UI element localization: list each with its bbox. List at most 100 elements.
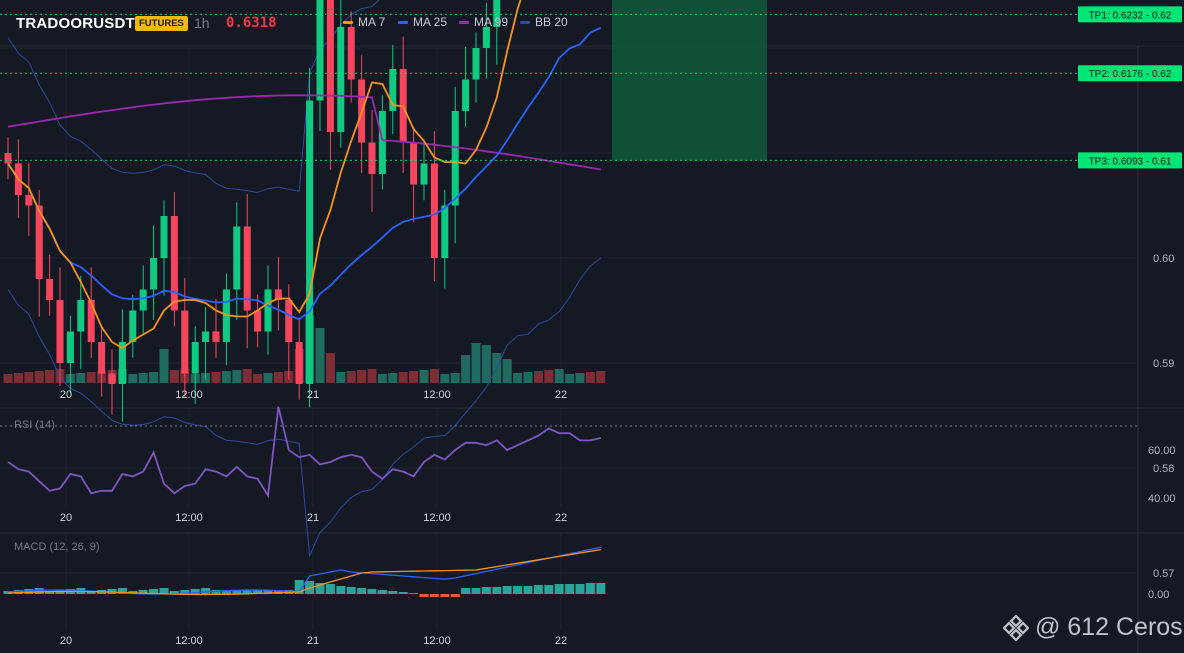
macd-histogram-bar (357, 588, 367, 594)
price-axis-label: 0.59 (1153, 358, 1174, 370)
candle-body (98, 342, 106, 374)
tp3-price-tag[interactable] (1078, 152, 1182, 169)
macd-histogram-bar (502, 586, 512, 594)
macd-histogram-bar (24, 589, 34, 594)
volume-bar (554, 369, 564, 383)
volume-bar (367, 369, 377, 383)
volume-bar (128, 374, 138, 383)
tp2-price-tag[interactable] (1078, 65, 1182, 82)
macd-histogram-bar (513, 586, 523, 594)
tp1-price-tag[interactable] (1078, 6, 1182, 23)
time-axis-label: 12:00 (423, 512, 451, 524)
ma25-color-swatch (398, 20, 408, 24)
macd-histogram-bar (450, 594, 460, 597)
candle-body (150, 258, 158, 290)
candle-body (87, 300, 95, 342)
candle-body (337, 27, 345, 132)
candle-body (420, 163, 428, 185)
volume-bar (273, 372, 283, 383)
volume-bar (596, 371, 606, 383)
candle-body (472, 48, 480, 80)
macd-histogram-bar (86, 591, 96, 594)
macd-histogram-bar (34, 588, 44, 594)
legend-ma7-label: MA 7 (358, 15, 386, 29)
volume-bar (24, 372, 34, 383)
candle-body (482, 27, 490, 48)
candle-body (170, 216, 178, 311)
time-axis-label: 21 (307, 512, 319, 524)
volume-bar (481, 345, 491, 383)
candle-body (285, 300, 293, 342)
volume-bar (409, 371, 419, 383)
macd-histogram-bar (533, 585, 543, 594)
macd-histogram-bar (336, 586, 346, 594)
candle-body (160, 216, 168, 258)
candle-body (316, 0, 324, 101)
candle-body (233, 226, 241, 290)
candle-body (441, 205, 449, 258)
volume-bar (419, 370, 429, 383)
macd-histogram-bar (315, 583, 325, 594)
candle-body (181, 310, 189, 374)
legend-ma25[interactable]: MA 25 (398, 15, 447, 29)
ma99-color-swatch (459, 20, 469, 24)
macd-histogram-bar (149, 589, 159, 594)
macd-histogram-bar (409, 593, 419, 594)
time-axis-label: 21 (307, 635, 319, 647)
candle-body (212, 331, 220, 342)
macd-histogram-bar (117, 588, 127, 594)
macd-histogram-bar (544, 585, 554, 594)
rsi-axis-label: 40.00 (1148, 493, 1176, 505)
legend-bb20[interactable]: BB 20 (520, 15, 568, 29)
time-axis-label: 22 (555, 635, 567, 647)
volume-bar (585, 372, 595, 383)
volume-bar (429, 369, 439, 383)
symbol-name[interactable]: TRADOORUSDT (16, 15, 135, 32)
macd-histogram-bar (159, 588, 169, 594)
macd-histogram-bar (367, 589, 377, 594)
macd-histogram-bar (190, 589, 200, 594)
rsi-label: RSI (14) (14, 419, 55, 431)
rsi-axis-label: 60.00 (1148, 445, 1176, 457)
time-axis-label: 20 (60, 512, 72, 524)
macd-histogram-bar (253, 590, 263, 594)
candle-body (462, 79, 470, 111)
volume-bar (242, 369, 252, 383)
macd-histogram-bar (294, 580, 304, 594)
ma7-color-swatch (343, 20, 353, 24)
macd-histogram-bar (554, 584, 564, 594)
macd-histogram-bar (481, 587, 491, 594)
macd-histogram-bar (461, 588, 471, 594)
macd-histogram-bar (169, 591, 179, 594)
time-axis-label: 12:00 (175, 512, 203, 524)
macd-histogram-bar (221, 590, 231, 594)
macd-axis-label: 0.00 (1148, 589, 1169, 601)
volume-bar (398, 372, 408, 383)
candle-body (118, 342, 126, 384)
macd-histogram-bar (377, 590, 387, 594)
volume-bar (169, 370, 179, 383)
candle-body (202, 331, 210, 342)
legend-ma25-label: MA 25 (413, 15, 448, 29)
candle-body (264, 289, 272, 332)
macd-histogram-bar (138, 590, 148, 594)
candle-body (56, 300, 64, 363)
time-axis-label: 20 (60, 635, 72, 647)
volume-bar (502, 359, 512, 383)
bb20-color-swatch (520, 20, 530, 24)
legend-ma7[interactable]: MA 7 (343, 15, 385, 29)
volume-bar (45, 370, 55, 383)
market-badge: FUTURES (135, 16, 188, 31)
legend-ma99[interactable]: MA 99 (459, 15, 508, 29)
macd-histogram-bar (471, 588, 481, 594)
tp3-price-tag-label: TP3: 0.6093 - 0.61 (1089, 156, 1172, 167)
timeframe-label[interactable]: 1h (194, 15, 210, 31)
candle-body (326, 0, 334, 132)
volume-bar (253, 374, 263, 383)
volume-bar (388, 373, 398, 383)
candle-body (35, 205, 43, 279)
time-axis-label: 12:00 (175, 635, 203, 647)
last-price: 0.6318 (226, 15, 277, 31)
candle-body (254, 310, 262, 332)
